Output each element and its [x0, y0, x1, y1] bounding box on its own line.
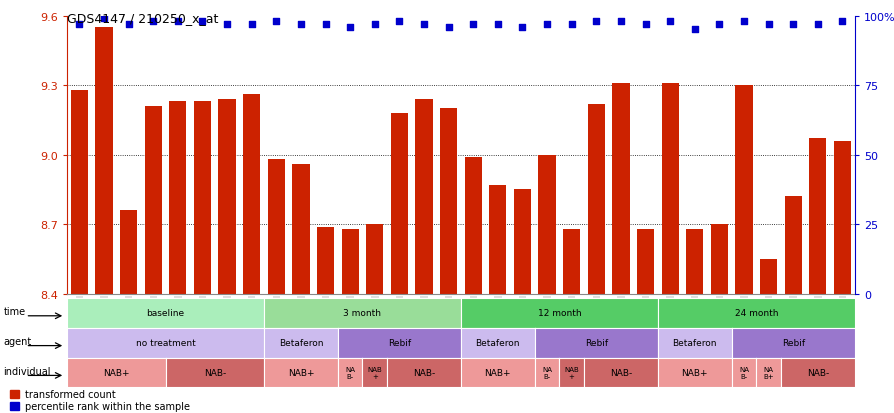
- Text: NA
B-: NA B-: [345, 366, 355, 379]
- Text: NAB-: NAB-: [412, 368, 434, 377]
- Text: NA
B+: NA B+: [763, 366, 773, 379]
- Bar: [316, 227, 333, 294]
- Point: [834, 19, 848, 25]
- Text: percentile rank within the sample: percentile rank within the sample: [25, 401, 190, 411]
- Point: [97, 16, 111, 23]
- Point: [613, 19, 628, 25]
- Text: NAB
+: NAB +: [367, 366, 382, 379]
- Point: [441, 24, 455, 31]
- Bar: [194, 102, 211, 294]
- Bar: [145, 107, 162, 294]
- Point: [687, 27, 701, 34]
- Point: [637, 21, 652, 28]
- Point: [72, 21, 87, 28]
- Point: [712, 21, 726, 28]
- Point: [785, 21, 799, 28]
- Bar: [784, 197, 801, 294]
- Bar: [538, 155, 555, 294]
- Point: [367, 21, 382, 28]
- Bar: [808, 139, 825, 294]
- Point: [244, 21, 258, 28]
- Bar: [267, 160, 284, 294]
- Bar: [391, 114, 408, 294]
- Bar: [464, 158, 481, 294]
- Point: [736, 19, 750, 25]
- Point: [761, 21, 775, 28]
- Bar: [710, 225, 727, 294]
- Bar: [489, 185, 506, 294]
- Text: NAB+: NAB+: [484, 368, 510, 377]
- Bar: [587, 104, 604, 294]
- Point: [318, 21, 333, 28]
- Point: [810, 21, 824, 28]
- Point: [662, 19, 677, 25]
- Bar: [96, 28, 113, 294]
- Text: time: time: [4, 306, 25, 316]
- Point: [539, 21, 553, 28]
- Text: GDS4147 / 210250_x_at: GDS4147 / 210250_x_at: [67, 12, 218, 25]
- Bar: [562, 229, 579, 294]
- Bar: [686, 229, 703, 294]
- Point: [490, 21, 504, 28]
- Bar: [759, 259, 776, 294]
- Bar: [366, 225, 383, 294]
- Text: baseline: baseline: [147, 309, 184, 318]
- Bar: [292, 164, 309, 294]
- Text: 24 month: 24 month: [734, 309, 777, 318]
- Bar: [120, 211, 137, 294]
- Text: Rebif: Rebif: [780, 338, 804, 347]
- Text: Betaferon: Betaferon: [278, 338, 323, 347]
- Point: [293, 21, 308, 28]
- Point: [171, 19, 185, 25]
- Text: NAB-: NAB-: [204, 368, 225, 377]
- Bar: [611, 83, 628, 294]
- Bar: [415, 100, 432, 294]
- Point: [342, 24, 357, 31]
- Bar: [661, 83, 678, 294]
- Text: Rebif: Rebif: [387, 338, 410, 347]
- Bar: [637, 229, 654, 294]
- Text: NAB+: NAB+: [287, 368, 314, 377]
- Bar: [218, 100, 235, 294]
- Text: agent: agent: [4, 336, 31, 346]
- Text: NA
B-: NA B-: [542, 366, 552, 379]
- Bar: [10, 390, 19, 398]
- Point: [564, 21, 578, 28]
- Point: [220, 21, 234, 28]
- Bar: [440, 109, 457, 294]
- Point: [195, 19, 209, 25]
- Text: Rebif: Rebif: [584, 338, 607, 347]
- Bar: [71, 90, 88, 294]
- Text: NA
B-: NA B-: [738, 366, 748, 379]
- Text: 3 month: 3 month: [343, 309, 381, 318]
- Point: [122, 21, 136, 28]
- Text: Betaferon: Betaferon: [671, 338, 716, 347]
- Text: individual: individual: [4, 366, 51, 376]
- Point: [417, 21, 431, 28]
- Point: [466, 21, 480, 28]
- Text: NAB-: NAB-: [805, 368, 828, 377]
- Bar: [342, 229, 358, 294]
- Point: [392, 19, 406, 25]
- Bar: [833, 141, 850, 294]
- Point: [515, 24, 529, 31]
- Text: 12 month: 12 month: [537, 309, 580, 318]
- Bar: [169, 102, 186, 294]
- Text: Betaferon: Betaferon: [475, 338, 519, 347]
- Point: [146, 19, 160, 25]
- Point: [269, 19, 283, 25]
- Text: NAB+: NAB+: [680, 368, 707, 377]
- Bar: [735, 86, 752, 294]
- Point: [588, 19, 603, 25]
- Bar: [10, 402, 19, 410]
- Text: NAB
+: NAB +: [564, 366, 578, 379]
- Text: no treatment: no treatment: [136, 338, 195, 347]
- Text: NAB-: NAB-: [609, 368, 631, 377]
- Bar: [243, 95, 260, 294]
- Text: NAB+: NAB+: [103, 368, 130, 377]
- Text: transformed count: transformed count: [25, 389, 115, 399]
- Bar: [513, 190, 530, 294]
